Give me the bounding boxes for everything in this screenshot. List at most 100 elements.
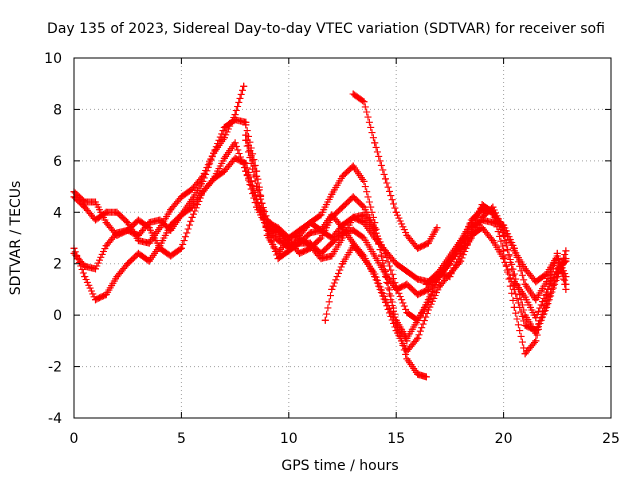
data-point xyxy=(510,303,518,311)
data-point xyxy=(424,296,432,304)
series-trace-10 xyxy=(349,90,441,252)
data-point xyxy=(553,265,561,273)
data-point xyxy=(435,283,443,291)
data-point xyxy=(145,224,153,232)
data-point xyxy=(199,188,207,196)
data-point xyxy=(102,208,110,216)
data-point xyxy=(124,219,132,227)
data-point xyxy=(210,149,218,157)
data-point xyxy=(403,337,411,345)
data-point xyxy=(414,244,422,252)
data-point xyxy=(414,291,422,299)
data-point xyxy=(253,203,261,211)
data-point xyxy=(403,355,411,363)
data-point xyxy=(500,226,508,234)
data-point xyxy=(188,203,196,211)
series-trace-9 xyxy=(321,242,411,345)
data-point xyxy=(328,285,336,293)
x-tick-label: 25 xyxy=(602,431,620,447)
plot-area xyxy=(70,82,570,381)
data-point xyxy=(242,167,250,175)
data-point xyxy=(81,273,89,281)
data-point xyxy=(220,123,228,131)
data-point xyxy=(91,296,99,304)
data-point xyxy=(91,216,99,224)
x-tick-label: 20 xyxy=(495,431,513,447)
x-tick-label: 10 xyxy=(280,431,298,447)
data-point xyxy=(489,237,497,245)
data-point xyxy=(435,270,443,278)
data-point xyxy=(328,239,336,247)
data-point xyxy=(532,314,540,322)
data-point xyxy=(414,316,422,324)
data-point xyxy=(102,219,110,227)
data-point xyxy=(500,255,508,263)
data-point xyxy=(296,239,304,247)
data-point xyxy=(339,224,346,232)
series-trace-11 xyxy=(422,203,570,322)
data-point xyxy=(553,249,561,257)
data-point xyxy=(371,252,379,260)
data-point xyxy=(478,201,486,209)
data-point xyxy=(210,175,218,183)
data-point xyxy=(532,296,540,304)
data-point xyxy=(317,211,325,219)
data-point xyxy=(414,275,422,283)
data-point xyxy=(134,237,142,245)
data-point xyxy=(124,226,132,234)
data-point xyxy=(91,198,99,206)
data-point xyxy=(349,162,357,170)
y-axis-tick-labels: -4 -2 0 2 4 6 8 10 xyxy=(44,51,62,427)
data-point xyxy=(392,260,400,268)
data-point xyxy=(360,177,368,185)
data-point xyxy=(124,260,132,268)
data-point xyxy=(489,203,497,211)
y-tick-label: 6 xyxy=(53,154,62,170)
data-point xyxy=(360,98,368,106)
data-point xyxy=(371,219,379,227)
data-point xyxy=(403,231,411,239)
data-point xyxy=(296,249,304,257)
data-point xyxy=(328,190,336,198)
data-point xyxy=(424,239,432,247)
y-tick-label: -2 xyxy=(48,360,62,376)
data-point xyxy=(285,242,293,250)
data-point xyxy=(274,237,282,245)
data-point xyxy=(113,273,121,281)
y-tick-label: 2 xyxy=(53,257,62,273)
y-tick-label: 0 xyxy=(53,308,62,324)
data-point xyxy=(360,255,368,263)
data-point xyxy=(231,154,239,162)
data-point xyxy=(167,206,175,214)
data-point xyxy=(360,203,368,211)
data-point xyxy=(403,309,411,317)
data-point xyxy=(188,185,196,193)
y-tick-label: -4 xyxy=(48,411,62,427)
data-point xyxy=(371,270,379,278)
data-point xyxy=(102,242,110,250)
x-axis-tick-labels: 0 5 10 15 20 25 xyxy=(70,431,620,447)
data-point xyxy=(392,208,400,216)
data-point xyxy=(177,211,185,219)
data-point xyxy=(321,316,329,324)
data-point xyxy=(134,216,142,224)
data-point xyxy=(521,311,529,319)
data-point xyxy=(446,257,454,265)
data-point xyxy=(263,226,271,234)
data-point xyxy=(392,319,400,327)
data-point xyxy=(156,242,164,250)
data-point xyxy=(188,213,196,221)
data-point xyxy=(177,193,185,201)
data-point xyxy=(403,280,411,288)
data-point xyxy=(521,321,529,329)
data-point xyxy=(296,231,304,239)
data-point xyxy=(349,193,357,201)
data-point xyxy=(562,257,570,265)
data-point xyxy=(424,306,432,314)
x-tick-label: 0 xyxy=(70,431,79,447)
data-point xyxy=(199,172,207,180)
data-point xyxy=(339,234,346,242)
data-point xyxy=(500,247,508,255)
